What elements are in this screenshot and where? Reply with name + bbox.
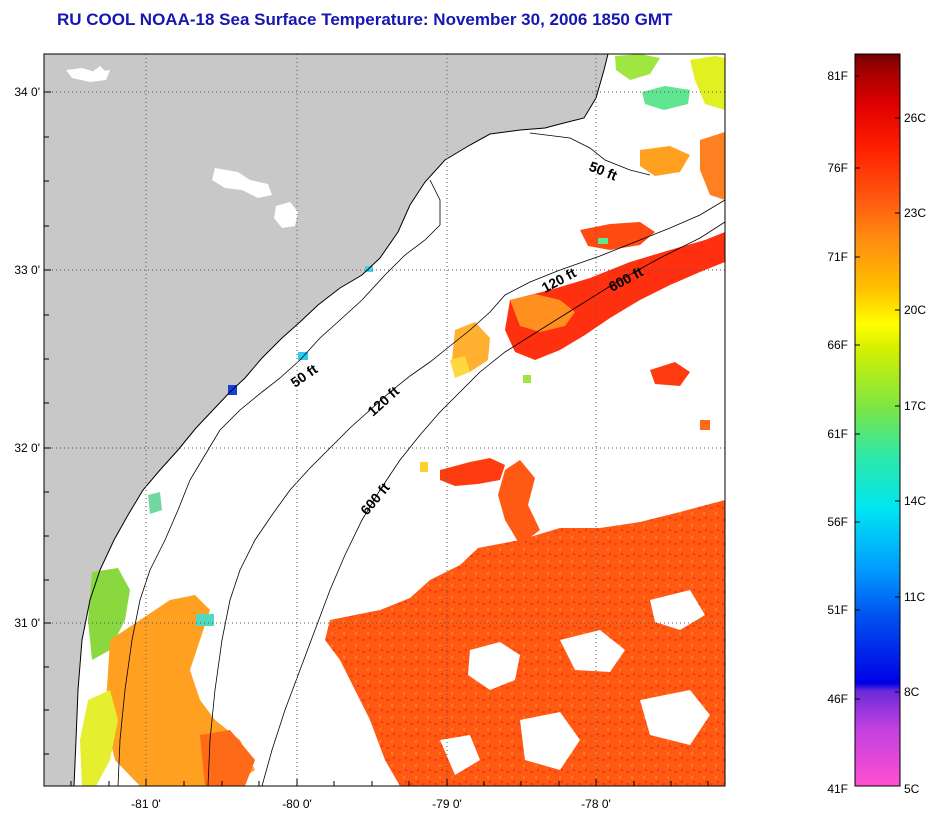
sst-pixel-cluster — [700, 420, 710, 430]
sst-no-data-hole — [640, 690, 710, 745]
sst-warm-water — [325, 500, 725, 786]
longitude-tick-label: -81 0' — [131, 797, 161, 811]
fahrenheit-label: 56F — [827, 515, 848, 529]
map-frame — [43, 53, 726, 787]
fahrenheit-label: 71F — [827, 250, 848, 264]
longitude-tick-label: -80 0' — [282, 797, 312, 811]
celsius-label: 23C — [904, 206, 926, 220]
sst-coastal-cool — [88, 568, 130, 660]
celsius-label: 5C — [904, 782, 920, 796]
isobath-600ft — [261, 221, 725, 786]
sst-coastal-cool — [148, 492, 162, 514]
sst-coastal-warm — [640, 146, 690, 176]
fahrenheit-label: 76F — [827, 161, 848, 175]
sst-no-data-hole — [520, 712, 580, 770]
sst-no-data-hole — [650, 590, 705, 630]
graticule — [44, 54, 725, 786]
sst-coastal-warm — [200, 730, 255, 786]
sst-no-data-hole — [468, 642, 520, 690]
celsius-label: 14C — [904, 494, 926, 508]
sst-pixel-cluster — [523, 375, 531, 383]
sst-coastal-cool — [690, 56, 725, 110]
latitude-tick-label: 32 0' — [14, 441, 40, 455]
color-scale-ticks — [855, 75, 900, 787]
land-mass — [44, 54, 608, 786]
sst-no-data-hole — [440, 735, 480, 775]
sst-coastal-warm — [700, 132, 725, 200]
sst-warm-water — [498, 460, 540, 545]
celsius-label: 26C — [904, 111, 926, 125]
fahrenheit-label: 46F — [827, 692, 848, 706]
coastline — [73, 54, 609, 786]
map-title: RU COOL NOAA-18 Sea Surface Temperature:… — [57, 10, 673, 29]
latitude-tick-label: 33 0' — [14, 263, 40, 277]
latitude-tick-label: 31 0' — [14, 616, 40, 630]
axis-ticks — [44, 91, 709, 786]
cloud-patch — [212, 168, 272, 198]
sst-gulf-stream — [650, 362, 690, 386]
longitude-tick-label: -79 0' — [432, 797, 462, 811]
sst-coastal-cool — [615, 54, 660, 80]
isobath-50ft — [117, 132, 651, 786]
cloud-patch — [274, 202, 298, 228]
sst-gulf-stream — [505, 232, 725, 360]
longitude-tick-label: -78 0' — [581, 797, 611, 811]
sst-coastal-cool — [80, 690, 118, 786]
sst-pixel-cluster — [420, 462, 428, 472]
fahrenheit-label: 41F — [827, 782, 848, 796]
cloud-patch — [92, 66, 106, 78]
sst-no-data-hole — [560, 630, 625, 672]
celsius-label: 11C — [904, 590, 925, 604]
fahrenheit-label: 61F — [827, 427, 848, 441]
sst-warm-water — [440, 458, 505, 486]
sst-coastal-cool — [642, 86, 690, 110]
celsius-label: 17C — [904, 399, 926, 413]
color-scale-gradient — [854, 53, 901, 787]
sst-frontal-zone — [510, 294, 575, 332]
isobath-120ft — [207, 199, 725, 786]
fahrenheit-label: 81F — [827, 69, 848, 83]
fahrenheit-label: 51F — [827, 603, 848, 617]
sst-frontal-zone — [450, 356, 470, 378]
latitude-tick-label: 34 0' — [14, 85, 40, 99]
sst-pixel-cluster — [298, 352, 308, 360]
fahrenheit-label: 66F — [827, 338, 848, 352]
sst-pixel-cluster — [598, 238, 608, 244]
celsius-label: 20C — [904, 303, 926, 317]
celsius-label: 8C — [904, 685, 920, 699]
